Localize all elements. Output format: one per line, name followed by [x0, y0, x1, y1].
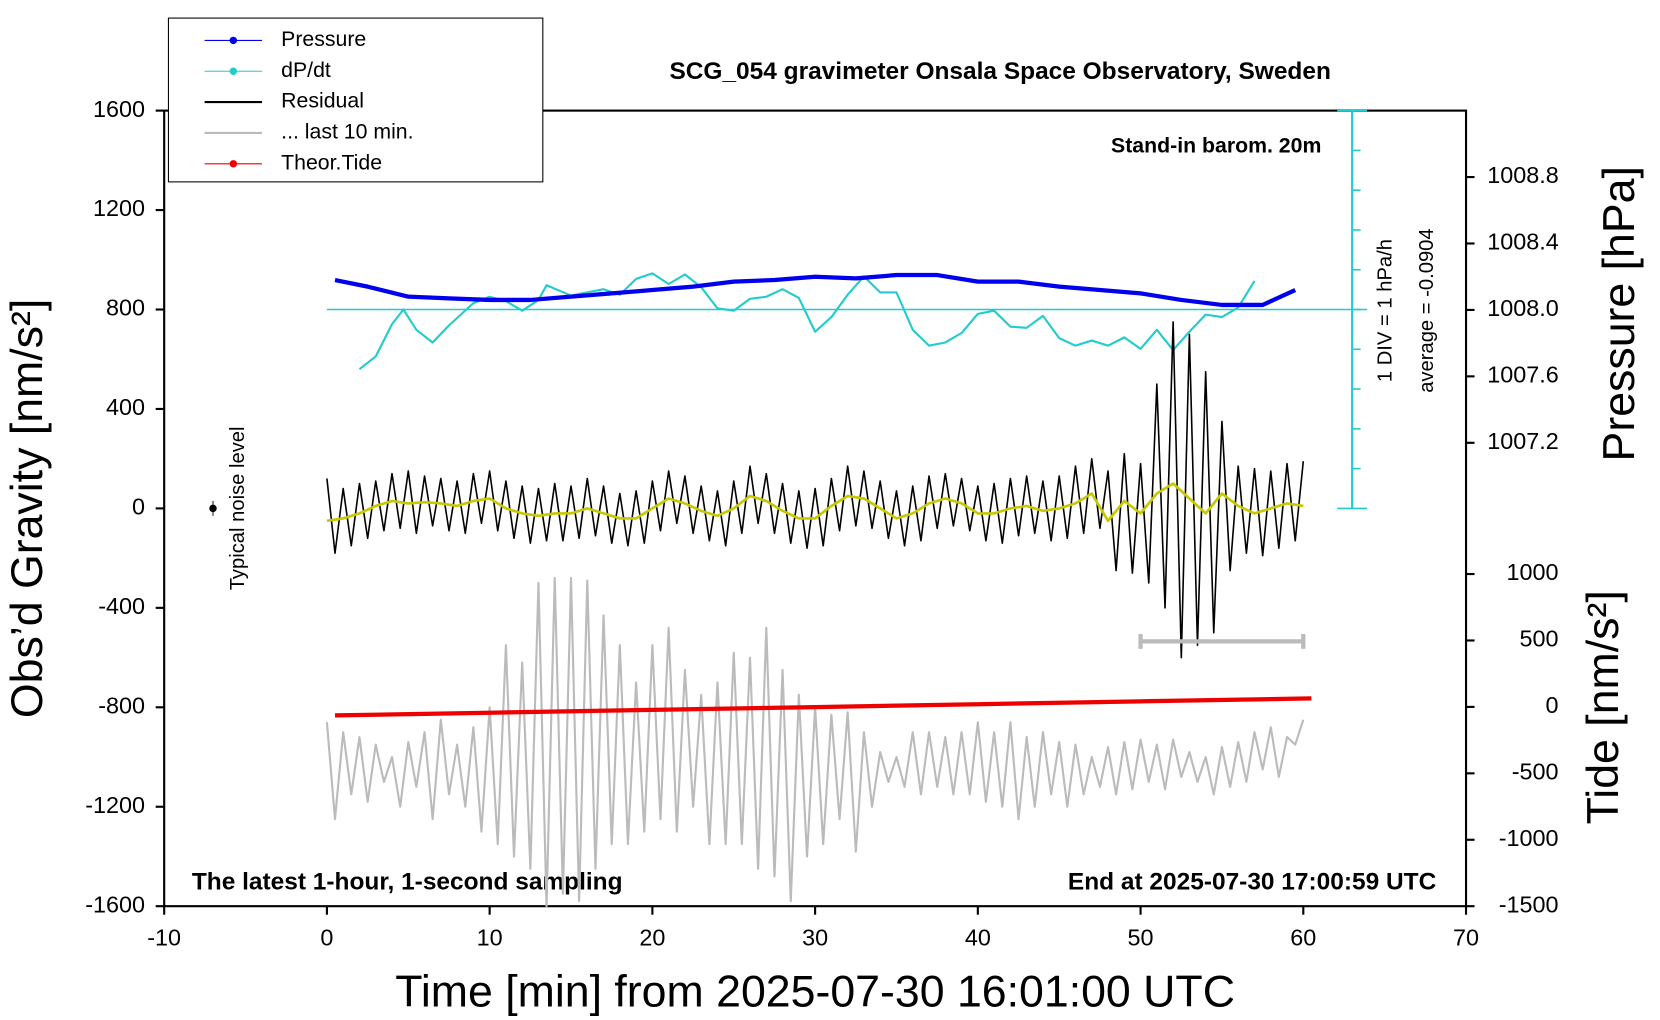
- x-tick-label: -10: [147, 924, 181, 950]
- y3-tick-label: -500: [1512, 759, 1559, 785]
- y-tick-label: -400: [98, 593, 145, 619]
- y3-tick-label: -1500: [1499, 891, 1559, 917]
- y-tick-label: -800: [98, 692, 145, 718]
- legend-label: Theor.Tide: [281, 150, 382, 174]
- series-line: [326, 482, 1304, 523]
- x-tick-label: 30: [802, 924, 828, 950]
- series-line: [326, 321, 1305, 659]
- y-tick-label: 800: [106, 295, 145, 321]
- x-tick-label: 10: [477, 924, 503, 950]
- x-tick-label: 50: [1128, 924, 1154, 950]
- y-axis-label: Obs’d Gravity [nm/s²]: [3, 299, 52, 718]
- legend-label: Pressure: [281, 27, 366, 51]
- annotation: Typical noise level: [227, 426, 249, 590]
- series-line: [358, 272, 1256, 371]
- note: The latest 1-hour, 1-second sampling: [192, 868, 623, 895]
- y-tick-label: 0: [132, 494, 145, 520]
- x-tick-label: 0: [320, 924, 333, 950]
- x-tick-label: 40: [965, 924, 991, 950]
- y2-tick-label: 1008.4: [1487, 229, 1559, 255]
- chart-title: SCG_054 gravimeter Onsala Space Observat…: [669, 58, 1330, 85]
- series-line: [325, 577, 1305, 908]
- x-tick-label: 60: [1290, 924, 1316, 950]
- legend-box: [167, 17, 544, 183]
- annotation: 1 DIV = 1 hPa/h: [1375, 239, 1397, 382]
- y2-tick-label: 1007.6: [1487, 362, 1559, 388]
- x-tick-label: 70: [1453, 924, 1479, 950]
- y3-tick-label: 0: [1546, 692, 1559, 718]
- legend-marker: [229, 67, 238, 75]
- y-tick-label: -1200: [85, 792, 145, 818]
- y-tick-label: -1600: [85, 891, 145, 917]
- note: End at 2025-07-30 17:00:59 UTC: [1068, 868, 1436, 895]
- x-axis-label: Time [min] from 2025-07-30 16:01:00 UTC: [395, 967, 1235, 1016]
- y2-tick-label: 1008.8: [1487, 162, 1559, 188]
- noise-point: [209, 504, 217, 513]
- subtitle: Stand-in barom. 20m: [1111, 133, 1321, 157]
- legend-marker: [229, 160, 238, 168]
- y2-axis-label: Pressure [hPa]: [1595, 166, 1644, 461]
- legend-label: dP/dt: [281, 58, 331, 82]
- legend: Pressure dP/dt Residual ... last 10 min. The…: [167, 17, 544, 183]
- y3-tick-label: -1000: [1499, 825, 1559, 851]
- y-tick-label: 1600: [93, 96, 145, 122]
- plot-area: -10 0 10 20 30 40 50 60 70 -1600 -1200 -800 -400 0 400…: [85, 96, 1559, 951]
- y-tick-label: 400: [106, 394, 145, 420]
- y3-axis-label: Tide [nm/s²]: [1579, 590, 1628, 824]
- legend-marker: [229, 36, 238, 45]
- series-line: [334, 696, 1312, 718]
- legend-label: Residual: [281, 89, 364, 113]
- y3-tick-label: 500: [1520, 626, 1559, 652]
- x-tick-label: 20: [639, 924, 665, 950]
- y2-tick-label: 1007.2: [1487, 428, 1559, 454]
- y2-tick-label: 1008.0: [1487, 295, 1559, 321]
- legend-label: ... last 10 min.: [281, 120, 413, 144]
- y3-tick-label: 1000: [1507, 559, 1559, 585]
- annotation: average = -0.0904: [1416, 228, 1438, 392]
- y-tick-label: 1200: [93, 195, 145, 221]
- series-line: [334, 272, 1297, 308]
